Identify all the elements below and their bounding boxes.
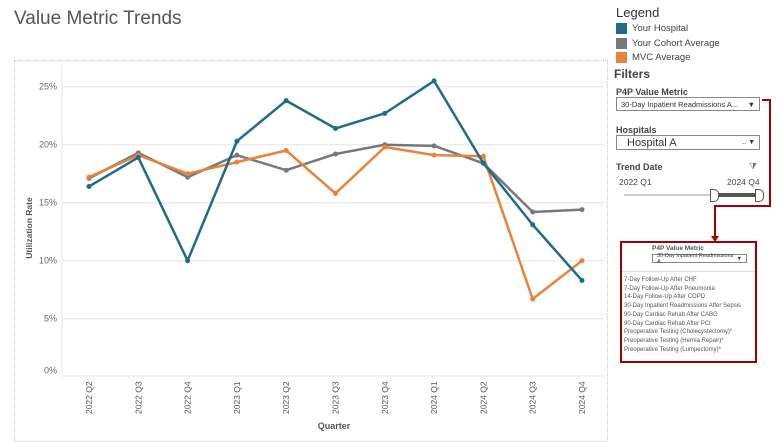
y-tick-label: 10%	[39, 256, 57, 266]
legend-label: Your Cohort Average	[632, 38, 720, 49]
data-point	[382, 110, 388, 116]
data-point	[283, 148, 289, 153]
data-point	[234, 159, 240, 165]
metric-option[interactable]: 7-Day Follow-Up After Pneumonia	[624, 285, 715, 292]
metric-option[interactable]: 7-Day Follow-Up After CHF	[624, 277, 697, 283]
chevron-down-icon: ▼	[748, 139, 755, 146]
y-axis-title: Utilization Rate	[24, 197, 34, 259]
data-point	[530, 296, 536, 302]
data-point	[185, 258, 191, 264]
data-point	[431, 152, 437, 158]
data-point	[480, 153, 486, 159]
data-point	[185, 174, 191, 180]
x-tick-label: 2024 Q4	[577, 381, 587, 414]
hospitals-dropdown-value: Hospital A	[627, 136, 677, 149]
data-point	[480, 160, 486, 166]
legend-swatch	[616, 23, 627, 34]
y-tick-label: 20%	[39, 140, 57, 150]
data-point	[283, 98, 289, 104]
trend-slider-track[interactable]	[624, 194, 764, 196]
data-point	[86, 183, 92, 189]
more-indicator: ..	[742, 139, 747, 146]
filter-clear-icon[interactable]: ⧩	[749, 161, 758, 171]
data-point	[234, 138, 240, 144]
callout-dropdown-value: 30-Day Inpatient Readmissions A...	[657, 252, 734, 265]
metric-option[interactable]: 90-Day Cardiac Rehab After CABG	[624, 311, 718, 318]
chevron-down-icon: ▼	[747, 99, 755, 109]
callout-metric-dropdown[interactable]: 30-Day Inpatient Readmissions A... ▼	[652, 252, 747, 265]
slider-start-handle[interactable]	[710, 189, 719, 202]
trend-slider-range	[713, 193, 760, 197]
metric-dropdown-callout: P4P Value Metric 30-Day Inpatient Readmi…	[620, 241, 757, 363]
data-point	[530, 209, 536, 215]
x-tick-label: 2022 Q3	[133, 381, 143, 414]
series-line-your-hospital	[88, 79, 583, 282]
legend-item-your-hospital[interactable]: Your Hospital	[616, 23, 688, 34]
data-point	[86, 174, 92, 180]
series-line-mvc-average	[88, 145, 583, 301]
metric-option[interactable]: 30-Day Inpatient Readmissions After Seps…	[624, 303, 742, 310]
slider-end-handle[interactable]	[755, 189, 764, 202]
data-point	[579, 258, 585, 264]
metric-dropdown-value: 30-Day Inpatient Readmissions A...	[621, 99, 739, 109]
data-point	[234, 152, 240, 158]
x-tick-label: 2023 Q1	[232, 381, 242, 414]
trend-date-label: Trend Date	[616, 162, 663, 172]
hospitals-filter-label: Hospitals	[616, 125, 657, 135]
hospitals-dropdown[interactable]: Hospital A.. ▼	[616, 135, 760, 150]
legend-swatch	[616, 38, 627, 49]
y-tick-label: 25%	[39, 82, 57, 92]
x-tick-label: 2023 Q4	[380, 381, 390, 414]
data-point	[185, 171, 191, 177]
metric-dropdown[interactable]: 30-Day Inpatient Readmissions A... ▼	[616, 97, 760, 111]
x-tick-label: 2024 Q2	[478, 381, 488, 414]
trend-start-label: 2022 Q1	[619, 177, 652, 187]
x-tick-label: 2022 Q4	[183, 381, 193, 414]
x-tick-label: 2022 Q2	[84, 381, 94, 414]
page-title: Value Metric Trends	[14, 8, 182, 29]
line-chart: 0% 5% 10% 15% 20% 25% 2022 Q2 2022 Q3 2022 Q4 202…	[24, 65, 604, 431]
chevron-down-icon: ▼	[736, 255, 742, 262]
metric-option-list: 7-Day Follow-Up After CHF 7-Day Follow-Up…	[622, 276, 741, 354]
callout-metric-label: P4P Value Metric	[652, 245, 704, 252]
x-tick-label: 2023 Q3	[331, 381, 341, 414]
legend-label: MVC Average	[632, 52, 691, 63]
legend-item-cohort[interactable]: Your Cohort Average	[616, 38, 720, 49]
metric-option[interactable]: 14-Day Follow-Up After COPD	[624, 294, 706, 301]
y-tick-label: 5%	[44, 314, 57, 324]
data-point	[579, 277, 585, 283]
data-point	[333, 151, 338, 157]
data-point	[579, 207, 585, 213]
data-point	[530, 222, 536, 228]
data-point	[333, 125, 338, 131]
metric-filter-label: P4P Value Metric	[616, 87, 688, 97]
metric-option[interactable]: Preoperative Testing (Lumpectomy)*	[624, 346, 721, 353]
x-tick-label: 2024 Q1	[429, 381, 439, 414]
data-point	[135, 154, 141, 160]
legend-title: Legend	[616, 5, 660, 20]
legend-label: Your Hospital	[632, 23, 689, 34]
filters-title: Filters	[614, 67, 651, 81]
metric-option[interactable]: Preoperative Testing (Cholecystectomy)*	[624, 329, 733, 336]
data-point	[283, 167, 289, 173]
divider	[622, 271, 755, 272]
y-tick-label: 15%	[39, 198, 57, 208]
data-point	[333, 190, 338, 196]
legend-item-mvc[interactable]: MVC Average	[616, 52, 690, 63]
data-point	[431, 78, 437, 84]
trend-end-label: 2024 Q4	[727, 177, 760, 187]
x-axis-title: Quarter	[318, 421, 351, 431]
data-point	[382, 144, 388, 150]
x-tick-label: 2024 Q3	[528, 381, 538, 414]
legend-swatch	[616, 52, 627, 63]
metric-option[interactable]: 90-Day Cardiac Rehab After PCI	[624, 320, 711, 327]
x-tick-label: 2023 Q2	[281, 381, 291, 414]
metric-option[interactable]: Preoperative Testing (Hernia Repair)*	[624, 337, 724, 344]
data-point	[431, 143, 437, 149]
y-tick-label: 0%	[44, 366, 57, 376]
